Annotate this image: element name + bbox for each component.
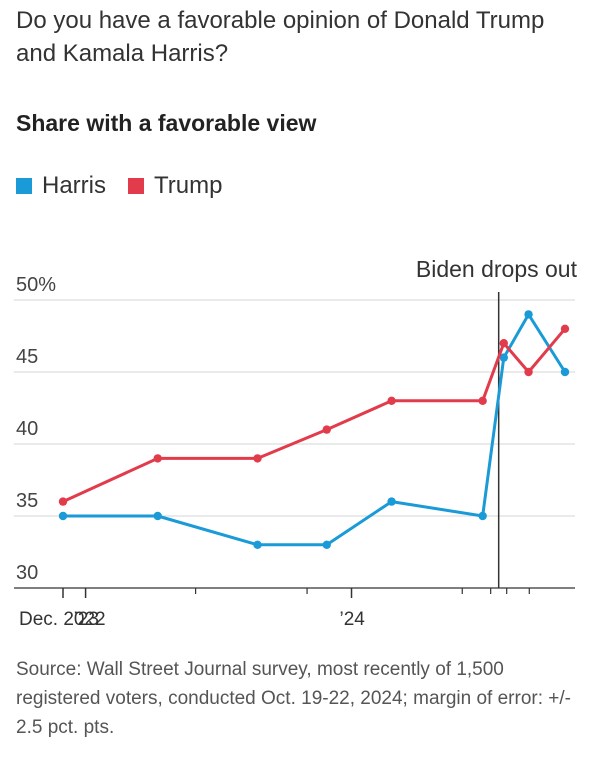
data-point-harris-7: [524, 310, 533, 319]
data-point-harris-5: [478, 511, 487, 521]
data-point-harris-4: [387, 497, 396, 506]
series-line-harris: [61, 312, 567, 547]
data-point-trump-5: [478, 396, 487, 405]
data-point-trump-2: [253, 454, 262, 463]
legend-item-trump: Trump: [128, 172, 222, 200]
chart-headline: Do you have a favorable opinion of Donal…: [16, 7, 545, 67]
data-point-harris-3: [322, 540, 331, 549]
data-point-harris-0: [58, 511, 68, 521]
x-tick-label-0: Dec. 2022: [19, 609, 106, 630]
legend-label-harris: Harris: [42, 172, 106, 199]
data-point-harris-6: [499, 353, 508, 362]
grid-layer: 50% 45 40 35 30: [14, 274, 575, 584]
legend-swatch-harris: [16, 178, 32, 194]
legend-label-trump: Trump: [154, 172, 223, 199]
legend-swatch-trump: [128, 178, 144, 194]
data-point-trump-7: [524, 367, 533, 377]
line-chart: 50% 45 40 35 30 Dec. 2022’23 ’24 Biden drops …: [14, 256, 578, 630]
series-line-trump: [61, 327, 567, 504]
source-note: Source: Wall Street Journal survey, most…: [16, 659, 571, 738]
y-tick-label-35: 35: [16, 490, 38, 512]
chart-subtitle: Share with a favorable view: [16, 110, 317, 136]
x-tick-label-1: ’23: [74, 609, 99, 630]
annotation-layer: Biden drops out: [416, 256, 578, 588]
x-axis: Dec. 2022’23 ’24: [14, 587, 575, 630]
y-tick-label-45: 45: [16, 346, 38, 368]
legend-item-harris: Harris: [16, 172, 106, 200]
data-point-trump-4: [387, 396, 396, 405]
y-tick-label-30: 30: [16, 562, 38, 584]
series-layer: [58, 310, 570, 549]
data-point-trump-1: [153, 454, 162, 463]
data-point-harris-2: [253, 540, 262, 549]
data-point-trump-0: [58, 497, 68, 506]
y-tick-label-50: 50%: [16, 274, 56, 296]
data-point-trump-6: [499, 339, 508, 348]
data-point-harris-8: [560, 367, 570, 377]
annotation-label-biden-drops-out: Biden drops out: [416, 256, 578, 282]
data-point-harris-1: [153, 511, 162, 521]
x-tick-label-2: ’24: [340, 609, 366, 630]
data-point-trump-3: [322, 425, 331, 434]
y-tick-label-40: 40: [16, 418, 38, 440]
legend: Harris Trump: [16, 172, 244, 200]
data-point-trump-8: [560, 324, 570, 333]
